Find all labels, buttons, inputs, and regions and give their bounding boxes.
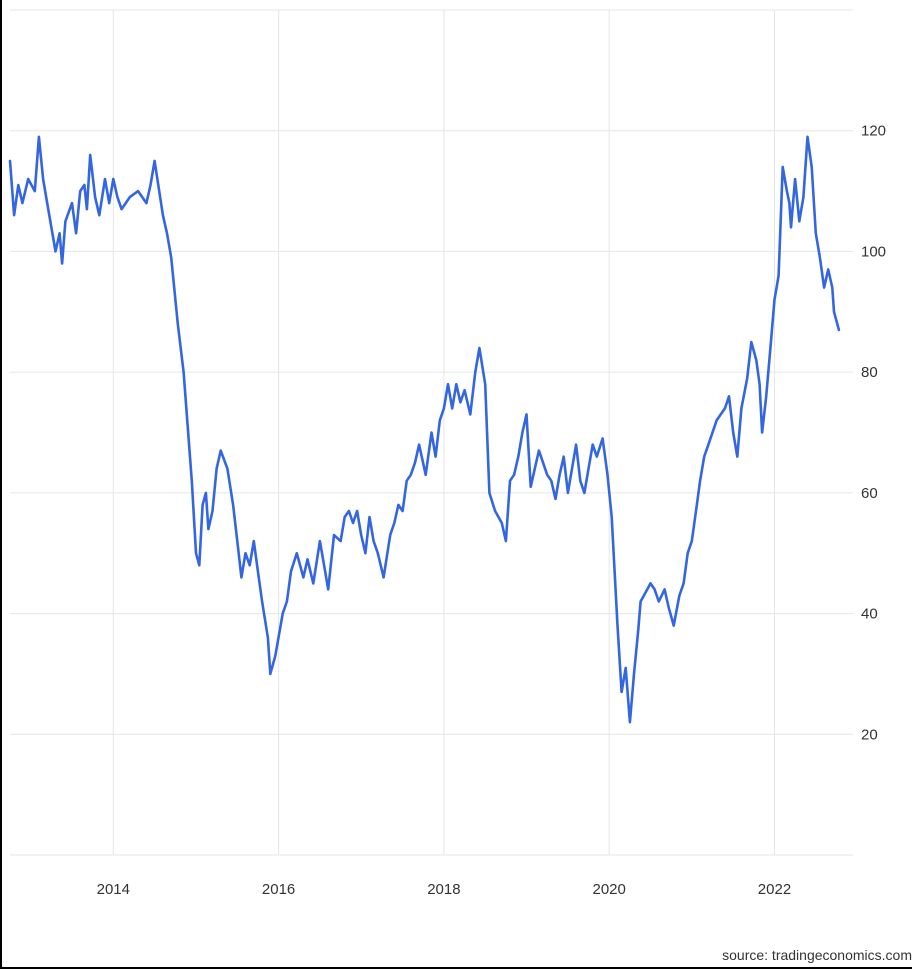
vertical-gridlines — [113, 10, 774, 855]
source-label: source: tradingeconomics.com — [722, 947, 912, 963]
x-tick-label: 2018 — [427, 881, 460, 898]
x-tick-label: 2016 — [262, 881, 295, 898]
y-tick-label: 60 — [861, 485, 878, 502]
x-tick-label: 2022 — [758, 881, 791, 898]
x-tick-label: 2020 — [593, 881, 626, 898]
y-tick-label: 120 — [861, 123, 886, 140]
y-tick-label: 20 — [861, 726, 878, 743]
y-tick-label: 100 — [861, 243, 886, 260]
series-line-0 — [10, 137, 839, 722]
x-axis-tick-labels: 2014 2016 2018 2020 2022 — [97, 881, 792, 898]
series-layer — [10, 137, 839, 722]
y-axis-tick-labels: 20 40 60 80 100 120 — [861, 123, 886, 744]
y-tick-label: 80 — [861, 364, 878, 381]
x-tick-label: 2014 — [97, 881, 130, 898]
y-tick-label: 40 — [861, 606, 878, 623]
